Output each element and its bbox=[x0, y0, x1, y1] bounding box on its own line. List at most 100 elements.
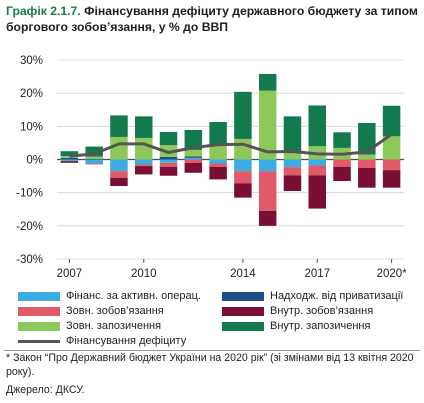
x-tick-label: 2010 bbox=[131, 268, 157, 280]
bar-ext_obligations bbox=[209, 163, 227, 167]
bar-ext_obligations bbox=[333, 159, 351, 167]
figure-title-text: Фінансування дефіциту державного бюджету… bbox=[6, 4, 418, 34]
bar-int_obligations bbox=[358, 167, 376, 188]
y-tick-label: -10% bbox=[16, 188, 43, 200]
legend-swatch bbox=[18, 321, 60, 331]
legend-label: Внутр. запозичення bbox=[270, 320, 371, 332]
bar-int_borrowing bbox=[60, 151, 79, 157]
bar-ext_obligations bbox=[358, 159, 376, 168]
bar-privatization bbox=[159, 156, 178, 160]
bar-int_obligations bbox=[209, 166, 227, 180]
legend-item-deficit-line: Фінансування дефіциту bbox=[18, 335, 186, 347]
bar-ext_borrowing bbox=[283, 151, 302, 160]
legend-line-swatch bbox=[18, 339, 60, 343]
legend-label: Фінанс. за активн. операц. bbox=[66, 290, 201, 302]
legend-swatch bbox=[18, 291, 60, 301]
bar-int_obligations bbox=[382, 170, 401, 188]
x-tick-label: 2020* bbox=[377, 268, 408, 280]
bar-active_ops bbox=[283, 159, 302, 168]
bar-active_ops bbox=[85, 159, 103, 164]
legend-item-int_obligations: Внутр. зобов’язання bbox=[222, 305, 373, 317]
bar-privatization bbox=[184, 156, 203, 158]
legend-swatch bbox=[222, 306, 264, 316]
bar-ext_obligations bbox=[159, 162, 178, 167]
bar-ext_obligations bbox=[184, 159, 203, 163]
bar-int_borrowing bbox=[382, 105, 401, 137]
bar-ext_obligations bbox=[110, 171, 128, 178]
legend-item-active_ops: Фінанс. за активн. операц. bbox=[18, 290, 201, 302]
bar-ext_borrowing bbox=[258, 90, 277, 160]
bar-active_ops bbox=[110, 159, 128, 172]
legend-item-int_borrowing: Внутр. запозичення bbox=[222, 320, 370, 332]
bar-active_ops bbox=[234, 159, 252, 172]
legend-item-ext_borrowing: Зовн. запозичення bbox=[18, 320, 161, 332]
bar-active_ops bbox=[308, 159, 326, 166]
bar-int_obligations bbox=[234, 183, 252, 198]
bar-int_borrowing bbox=[333, 132, 351, 148]
y-tick-label: -30% bbox=[16, 254, 43, 266]
bar-ext_obligations bbox=[234, 171, 252, 184]
bar-ext_borrowing bbox=[60, 156, 79, 158]
bar-ext_obligations bbox=[258, 171, 277, 211]
bar-ext_obligations bbox=[85, 163, 103, 165]
bar-int_obligations bbox=[184, 162, 203, 173]
bar-int_borrowing bbox=[209, 122, 227, 146]
legend-item-ext_obligations: Зовн. зобов’язання bbox=[18, 305, 164, 317]
figure-number: Графік 2.1.7. bbox=[6, 4, 81, 18]
bar-int_obligations bbox=[110, 177, 128, 187]
bar-int_obligations bbox=[60, 161, 79, 163]
bar-int_borrowing bbox=[234, 91, 252, 139]
bar-int_obligations bbox=[159, 166, 178, 176]
bar-int_borrowing bbox=[283, 116, 302, 152]
bar-int_obligations bbox=[258, 210, 277, 226]
bar-active_ops bbox=[258, 159, 277, 172]
bar-ext_borrowing bbox=[85, 156, 103, 159]
y-tick-label: 30% bbox=[20, 55, 43, 67]
bar-int_borrowing bbox=[135, 116, 153, 138]
legend-swatch bbox=[18, 306, 60, 316]
x-tick-label: 2017 bbox=[304, 268, 330, 280]
bar-ext_borrowing bbox=[209, 145, 227, 160]
y-tick-label: 10% bbox=[20, 121, 43, 133]
y-tick-label: 20% bbox=[20, 88, 43, 100]
x-tick-label: 2007 bbox=[57, 268, 83, 280]
figure-title: Графік 2.1.7. Фінансування дефіциту держ… bbox=[6, 3, 420, 35]
bar-ext_borrowing bbox=[382, 136, 401, 160]
legend-label: Фінансування дефіциту bbox=[66, 335, 187, 347]
y-tick-label: 0% bbox=[26, 155, 43, 167]
bar-int_obligations bbox=[308, 175, 326, 209]
bar-ext_borrowing bbox=[110, 136, 128, 160]
x-tick-label: 2014 bbox=[230, 268, 256, 280]
bar-active_ops bbox=[209, 159, 227, 164]
y-tick-label: -20% bbox=[16, 221, 43, 233]
bar-ext_obligations bbox=[135, 164, 153, 167]
footnote: * Закон “Про Державний бюджет України на… bbox=[6, 352, 414, 378]
bar-int_borrowing bbox=[258, 73, 277, 91]
bar-int_obligations bbox=[283, 175, 302, 192]
source-note: Джерело: ДКСУ. bbox=[6, 384, 85, 396]
bar-ext_borrowing bbox=[358, 154, 376, 160]
stacked-bar-chart: -30% -20% -10% 0% 10% 20% 30% 2007 2010 2014 2017 2… bbox=[16, 55, 408, 280]
bar-int_borrowing bbox=[85, 146, 103, 157]
bar-privatization bbox=[60, 157, 79, 160]
bar-int_borrowing bbox=[159, 131, 178, 146]
bar-ext_obligations bbox=[283, 167, 302, 176]
legend-label: Надходж. від приватизації bbox=[270, 290, 404, 302]
bar-int_borrowing bbox=[110, 115, 128, 137]
legend-swatch bbox=[222, 291, 264, 301]
bar-active_ops bbox=[159, 159, 178, 163]
bar-ext_obligations bbox=[382, 159, 401, 171]
bar-active_ops bbox=[60, 159, 79, 162]
bar-int_borrowing bbox=[184, 129, 203, 150]
bar-ext_obligations bbox=[308, 165, 326, 176]
legend-label: Зовн. зобов’язання bbox=[66, 305, 164, 317]
bar-active_ops bbox=[135, 159, 153, 165]
bar-int_obligations bbox=[135, 166, 153, 175]
legend-swatch bbox=[222, 321, 264, 331]
legend-label: Зовн. запозичення bbox=[66, 320, 162, 332]
legend-item-privatization: Надходж. від приватизації bbox=[222, 290, 403, 302]
legend-label: Внутр. зобов’язання bbox=[270, 305, 374, 317]
bar-active_ops bbox=[184, 157, 203, 160]
bar-int_borrowing bbox=[308, 105, 326, 147]
deficit-line bbox=[69, 133, 393, 158]
